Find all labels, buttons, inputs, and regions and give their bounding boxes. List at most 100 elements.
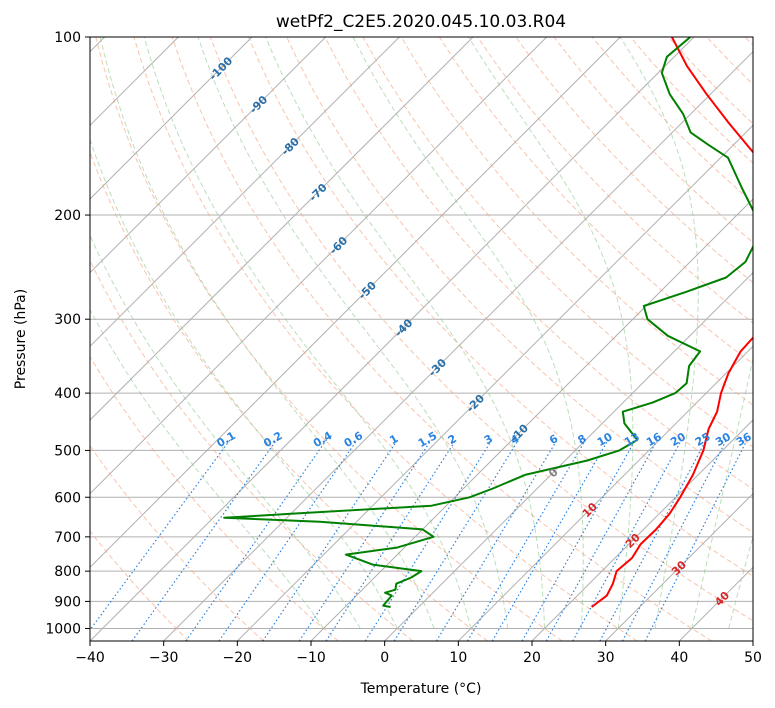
- moist-adiabat: [728, 534, 753, 629]
- y-tick-label: 1000: [45, 621, 81, 637]
- isotherm-line: [531, 419, 753, 641]
- mixing-ratio-line: [218, 439, 358, 641]
- dry-adiabat: [95, 37, 563, 641]
- isotherm-line: [678, 566, 753, 641]
- isotherm-line: [90, 37, 474, 421]
- moist-adiabat: [691, 355, 753, 629]
- plot-frame: [89, 36, 754, 642]
- mixing-ratio-line: [298, 439, 432, 641]
- y-tick-label: 200: [54, 208, 81, 224]
- mixing-ratio-label: 0.2: [261, 429, 284, 450]
- isotherm-line: [384, 271, 753, 641]
- mixing-ratio-line: [262, 439, 399, 641]
- moist-adiabat: [99, 37, 435, 629]
- x-tick-label: −40: [75, 650, 105, 666]
- isotherm-line: [163, 50, 753, 641]
- dry-adiabat: [438, 37, 753, 365]
- y-tick-label: 900: [54, 594, 81, 610]
- x-axis-label: Temperature (°C): [360, 681, 482, 697]
- mixing-ratio-line: [131, 439, 278, 641]
- isotherm-line: [90, 37, 400, 348]
- isotherm-label: -70: [307, 181, 330, 204]
- x-tick-label: −10: [296, 650, 326, 666]
- y-tick-label: 600: [54, 490, 81, 506]
- x-tick-label: −30: [149, 650, 179, 666]
- mixing-ratio-label: 25: [693, 430, 713, 449]
- dry-adiabat: [477, 37, 753, 324]
- dry-adiabat: [209, 37, 753, 622]
- mixing-ratio-line: [364, 439, 493, 641]
- mixing-ratio-line: [90, 439, 231, 631]
- x-tick-label: −20: [223, 650, 253, 666]
- dry-adiabat: [133, 37, 638, 641]
- dry-adiabat: [286, 37, 753, 534]
- moist-adiabat: [352, 37, 584, 629]
- moist-adiabat: [468, 37, 634, 629]
- isotherm-line: [90, 37, 327, 274]
- y-tick-label: 100: [54, 30, 81, 46]
- dry-adiabat: [90, 444, 264, 641]
- mixing-ratio-line: [466, 439, 586, 641]
- x-tick-label: 20: [523, 650, 541, 666]
- dry-adiabat: [90, 150, 488, 641]
- isotherm-label: -60: [327, 234, 350, 257]
- isotherm-line: [90, 37, 253, 200]
- dry-adiabat: [90, 355, 339, 641]
- mixing-ratio-label: 6: [547, 432, 560, 447]
- mixing-ratio-label: 10: [595, 430, 615, 449]
- moist-adiabat: [90, 138, 398, 629]
- dry-adiabat: [400, 37, 753, 406]
- mixing-ratio-label: 0.4: [311, 429, 335, 450]
- isotherm-line: [310, 198, 753, 641]
- y-axis-label: Pressure (hPa): [13, 289, 29, 389]
- moist-adiabat: [197, 37, 509, 629]
- isotherm-line: [90, 37, 695, 641]
- dry-adiabat: [706, 37, 753, 86]
- x-tick-label: 0: [380, 650, 389, 666]
- isotherm-label: -50: [356, 279, 379, 302]
- mixing-ratio-line: [521, 439, 636, 641]
- x-tick-label: 40: [670, 650, 688, 666]
- dry-adiabat: [362, 37, 753, 448]
- mixing-ratio-line: [621, 439, 727, 641]
- dry-adiabat: [90, 530, 190, 641]
- moist-adiabat: [90, 234, 361, 629]
- isotherm-label: -20: [464, 392, 487, 415]
- dry-adiabat: [553, 37, 753, 244]
- isotherm-line: [90, 37, 548, 495]
- moist-adiabat: [90, 308, 324, 629]
- chart-title: wetPf2_C2E5.2020.045.10.03.R04: [276, 12, 566, 32]
- mixing-ratio-label: 0.1: [214, 429, 237, 450]
- moist-adiabat: [619, 37, 699, 629]
- isotherm-line: [90, 37, 621, 569]
- mixing-ratio-label: 2: [446, 432, 459, 447]
- isotherm-label: -90: [247, 93, 270, 116]
- dewpoint-profile-line: [223, 37, 753, 608]
- y-tick-label: 400: [54, 386, 81, 402]
- dry-adiabat: [248, 37, 753, 577]
- axis-ticks: −40 −30 −20 −10 0 10 20 30 40 5010020030040050060…: [45, 30, 762, 666]
- temperature-profile-line: [591, 37, 753, 608]
- mixing-ratio-line: [185, 439, 327, 641]
- mixing-ratio-line: [644, 439, 748, 641]
- isotherm-line: [752, 640, 753, 641]
- mixing-ratio-line: [491, 439, 609, 641]
- mixing-ratio-line: [393, 439, 519, 641]
- dry-adiabat: [668, 37, 753, 125]
- mixing-ratio-label: 16: [644, 430, 664, 449]
- isotherm-line: [457, 345, 753, 641]
- line-labels: 0.1 0.2 0.4 0.6 1 1.5 2 3 4 6 8 10 13 16 20 25 30 36-100-…: [207, 54, 754, 609]
- mixing-ratio-label: 30: [713, 430, 733, 449]
- dry-adiabat: [90, 259, 414, 641]
- y-tick-label: 300: [54, 312, 81, 328]
- x-tick-label: 30: [597, 650, 615, 666]
- isotherm-line: [605, 492, 753, 641]
- dry-adiabat: [591, 37, 753, 204]
- y-tick-label: 500: [54, 443, 81, 459]
- mixing-ratio-label: 3: [482, 432, 495, 447]
- series-layer: [223, 37, 753, 608]
- x-tick-label: 10: [449, 650, 467, 666]
- mixing-ratio-label: 0.6: [342, 429, 366, 450]
- background-lines: [90, 37, 753, 641]
- moist-adiabat: [143, 37, 472, 629]
